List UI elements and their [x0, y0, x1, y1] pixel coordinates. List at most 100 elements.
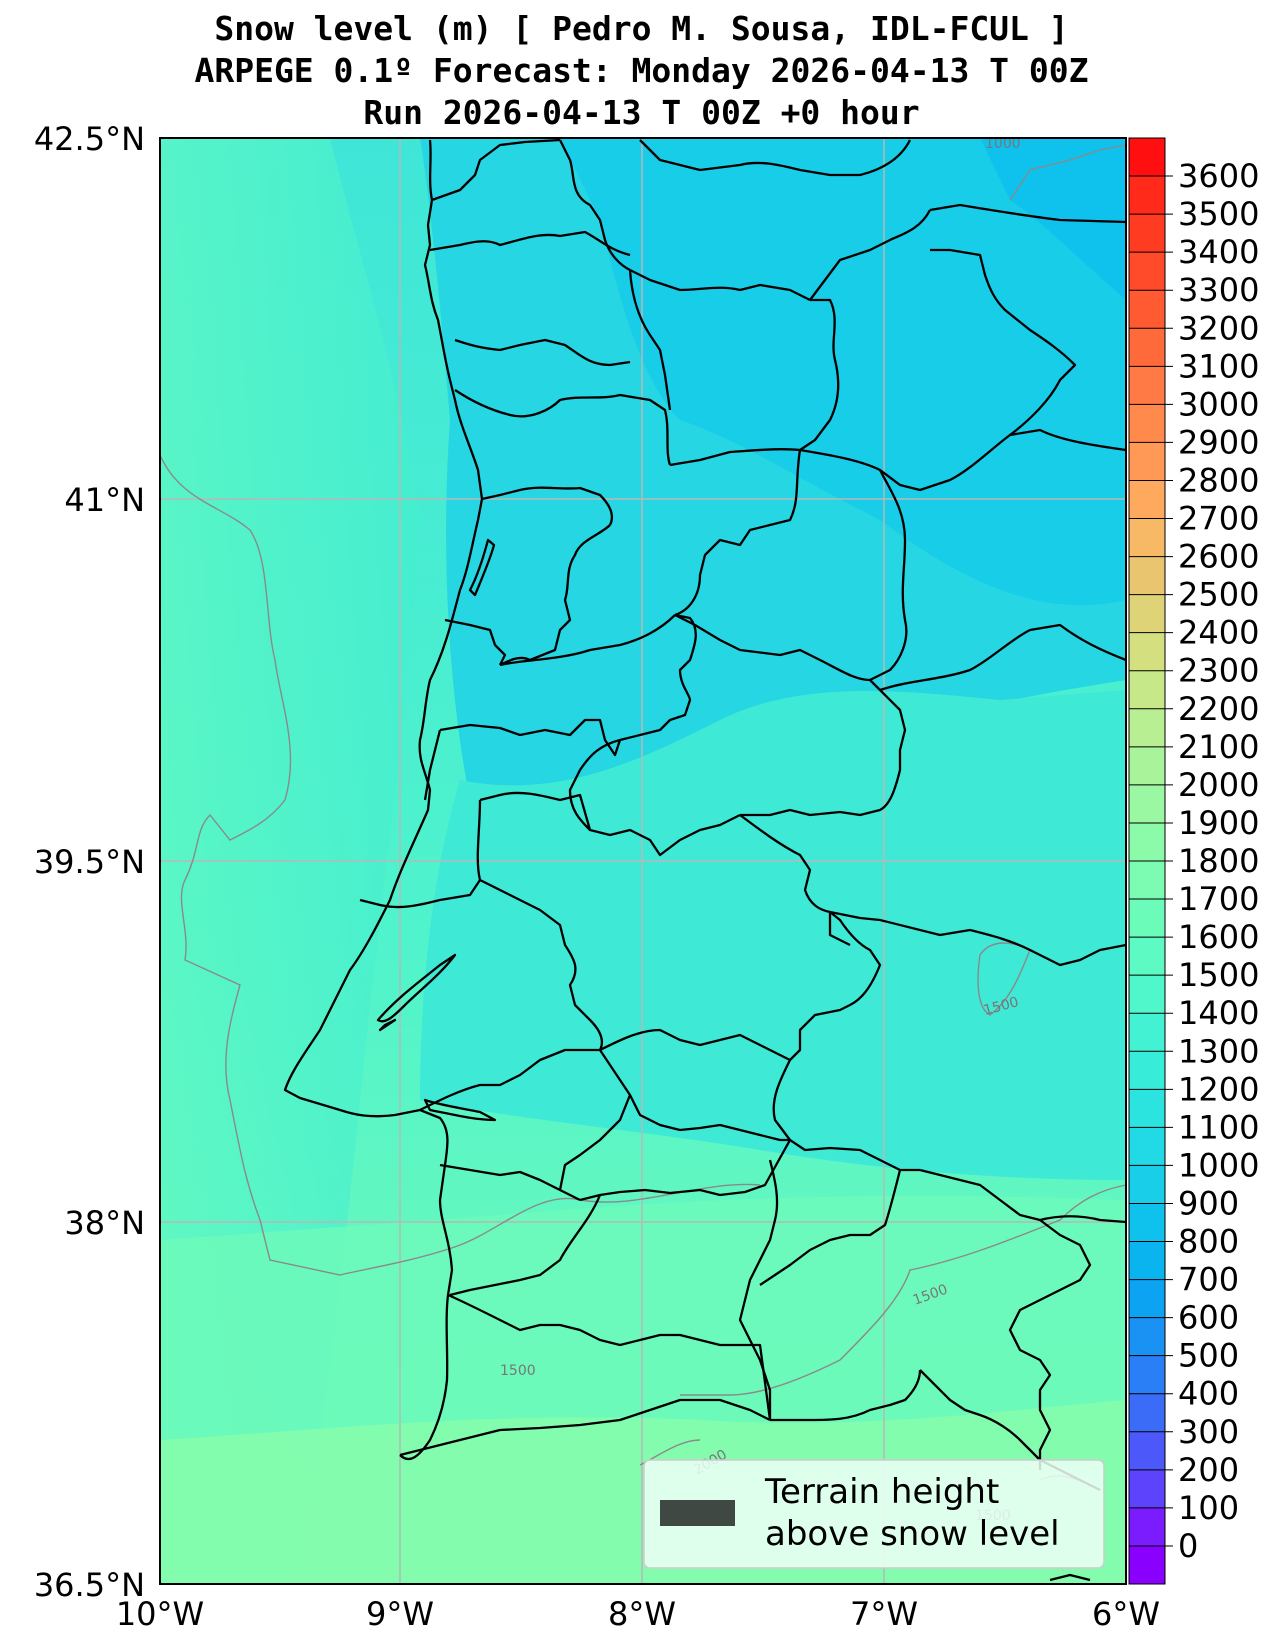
colorbar-label: 2600 [1178, 538, 1259, 576]
colorbar-segment [1129, 861, 1165, 900]
colorbar-label: 1600 [1178, 918, 1259, 956]
title-line-3: Run 2026-04-13 T 00Z +0 hour [363, 93, 920, 132]
colorbar-segment [1129, 366, 1165, 405]
latitude-labels: 42.5°N 41°N 39.5°N 38°N 36.5°N [34, 120, 145, 1604]
colorbar-segment [1129, 518, 1165, 558]
colorbar-segment [1129, 1165, 1165, 1204]
colorbar-segment [1129, 822, 1165, 862]
colorbar-label: 300 [1178, 1413, 1239, 1451]
lon-label: 7°W [850, 1595, 918, 1633]
colorbar-label: 200 [1178, 1451, 1239, 1489]
legend-swatch [660, 1500, 735, 1526]
colorbar-label: 1300 [1178, 1032, 1259, 1070]
contour-label: 1500 [500, 1363, 536, 1379]
colorbar-label: 2000 [1178, 766, 1259, 804]
colorbar-label: 1800 [1178, 842, 1259, 880]
colorbar-label: 1000 [1178, 1146, 1259, 1184]
colorbar-label: 600 [1178, 1299, 1239, 1337]
colorbar-segment [1129, 1545, 1165, 1585]
gridlines [160, 138, 1126, 1584]
colorbar-segment [1129, 1203, 1165, 1243]
colorbar-label: 2800 [1178, 461, 1259, 499]
colorbar-label: 1500 [1178, 956, 1259, 994]
colorbar-segment [1129, 784, 1165, 824]
longitude-labels: 10°W 9°W 8°W 7°W 6°W [116, 1595, 1160, 1633]
colorbar-label: 2400 [1178, 614, 1259, 652]
colorbar-segment [1129, 252, 1165, 291]
legend-box [643, 1459, 1105, 1569]
colorbar-segment [1129, 176, 1165, 215]
colorbar-label: 3200 [1178, 309, 1259, 347]
colorbar-label: 100 [1178, 1489, 1239, 1527]
map-title: Snow level (m) [ Pedro M. Sousa, IDL-FCU… [0, 8, 1283, 134]
colorbar-segment [1129, 442, 1165, 481]
colorbar-label: 3100 [1178, 347, 1259, 385]
colorbar-segment [1129, 1279, 1165, 1319]
lat-label: 39.5°N [34, 843, 145, 881]
lat-label: 42.5°N [34, 120, 145, 158]
colorbar-segment [1129, 746, 1165, 786]
colorbar-label: 800 [1178, 1223, 1239, 1261]
colorbar-segment [1129, 328, 1165, 367]
legend: Terrain height above snow level [643, 1459, 1105, 1569]
colorbar-label: 2100 [1178, 728, 1259, 766]
colorbar-label: 1900 [1178, 804, 1259, 842]
colorbar-segment [1129, 214, 1165, 253]
colorbar-label: 3400 [1178, 233, 1259, 271]
colorbar-segment [1129, 556, 1165, 596]
colorbar-segment [1129, 1507, 1165, 1547]
lat-label: 38°N [64, 1204, 145, 1242]
colorbar-segment [1129, 899, 1165, 938]
title-line-1: Snow level (m) [ Pedro M. Sousa, IDL-FCU… [214, 9, 1069, 48]
colorbar-label: 3600 [1178, 157, 1259, 195]
colorbar-segment [1129, 1393, 1165, 1433]
legend-label-line2: above snow level [765, 1514, 1060, 1554]
colorbar-segment [1129, 632, 1165, 672]
legend-label-line1: Terrain height [764, 1472, 999, 1512]
colorbar-segment [1129, 1089, 1165, 1128]
district-boundaries [283, 138, 1126, 1582]
colorbar-segment [1129, 670, 1165, 710]
contour-label: 1000 [985, 136, 1021, 152]
colorbar-label: 2900 [1178, 423, 1259, 461]
map-frame [159, 137, 1127, 1585]
lat-label: 36.5°N [34, 1566, 145, 1604]
title-line-2: ARPEGE 0.1º Forecast: Monday 2026-04-13 … [194, 51, 1089, 90]
colorbar-label: 3300 [1178, 271, 1259, 309]
colorbar-segment [1129, 1013, 1165, 1052]
colorbar-label: 700 [1178, 1261, 1239, 1299]
contour-lines [159, 144, 1127, 1491]
colorbar-label: 1700 [1178, 880, 1259, 918]
colorbar-segment [1129, 1127, 1165, 1166]
colorbar-segment [1129, 708, 1165, 748]
lon-label: 8°W [608, 1595, 676, 1633]
colorbar-label: 500 [1178, 1337, 1239, 1375]
colorbar-label: 1200 [1178, 1070, 1259, 1108]
colorbar-segment [1129, 1431, 1165, 1471]
colorbar-label: 2700 [1178, 500, 1259, 538]
colorbar-label: 2500 [1178, 576, 1259, 614]
colorbar: 3600350034003300320031003000290028002700… [1128, 137, 1259, 1585]
colorbar-segment [1129, 404, 1165, 443]
colorbar-segment [1129, 975, 1165, 1014]
colorbar-segment [1129, 1317, 1165, 1357]
colorbar-segment [1129, 1469, 1165, 1509]
colorbar-label: 900 [1178, 1184, 1239, 1222]
colorbar-segment [1129, 290, 1165, 329]
colorbar-label: 3500 [1178, 195, 1259, 233]
colorbar-segment [1129, 1355, 1165, 1395]
lon-label: 10°W [116, 1595, 204, 1633]
colorbar-segment [1129, 1241, 1165, 1281]
colorbar-label: 2300 [1178, 652, 1259, 690]
colorbar-segment [1129, 138, 1165, 177]
lon-label: 6°W [1092, 1595, 1160, 1633]
colorbar-segment [1129, 937, 1165, 976]
colorbar-label: 400 [1178, 1375, 1239, 1413]
lon-label: 9°W [366, 1595, 434, 1633]
colorbar-label: 2200 [1178, 690, 1259, 728]
colorbar-segment [1129, 480, 1165, 520]
colorbar-label: 1100 [1178, 1108, 1259, 1146]
lat-label: 41°N [64, 481, 145, 519]
colorbar-segment [1129, 594, 1165, 634]
